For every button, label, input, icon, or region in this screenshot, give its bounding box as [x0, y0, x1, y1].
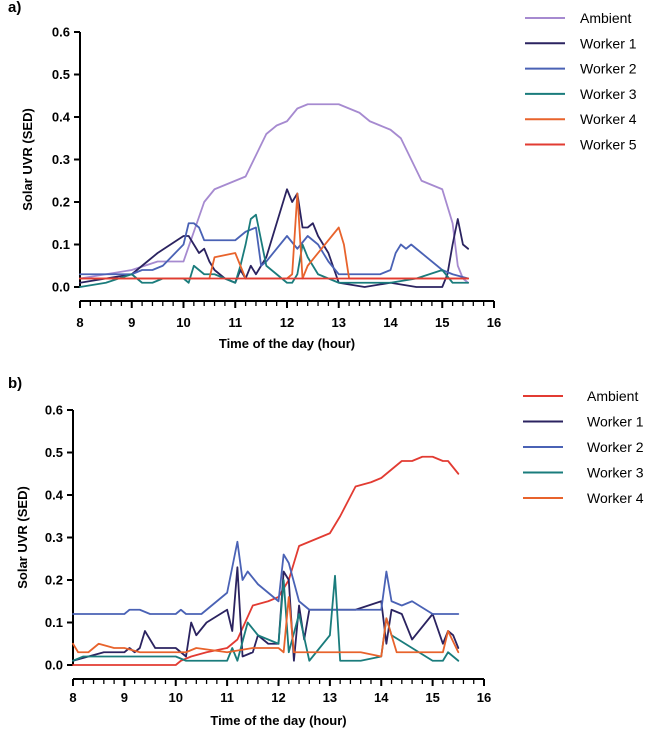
panel-a-x-tick-label: 12	[280, 315, 294, 330]
panel-b-legend-label: Worker 4	[587, 490, 644, 506]
panel-b-x-tick-label: 11	[220, 690, 234, 705]
panel-a-series-line-ambient	[79, 103, 470, 284]
panel-b-x-axis-label: Time of the day (hour)	[210, 713, 346, 728]
panel-b-series-line-worker-2	[72, 540, 460, 615]
panel-b-x-tick-label: 16	[477, 690, 491, 705]
panel-b-legend-label: Worker 2	[587, 439, 644, 455]
panel-b-legend-label: Worker 1	[587, 414, 644, 430]
panel-b-legend-label: Worker 3	[587, 465, 644, 481]
panel-a-legend-label: Worker 3	[580, 86, 637, 102]
panel-a-series-line-worker-3	[79, 213, 470, 288]
panel-b-y-tick-label: 0.6	[45, 403, 63, 418]
panel-a-x-tick-label: 16	[487, 315, 501, 330]
panel-a-legend-label: Worker 5	[580, 137, 637, 153]
panel-a-y-tick-label: 0.1	[52, 237, 70, 252]
panel-a-x-axis-label: Time of the day (hour)	[219, 336, 355, 351]
panel-a-series-line-worker-1	[79, 188, 470, 288]
panel-b-y-tick-label: 0.1	[45, 615, 63, 630]
panel-b-y-tick-label: 0.4	[45, 488, 64, 503]
panel-b-y-axis-label: Solar UVR (SED)	[15, 486, 30, 589]
panel-a-series-line-worker-4	[79, 192, 470, 280]
panel-a-x-tick-label: 11	[228, 315, 242, 330]
panel-a-label: a)	[8, 0, 21, 16]
panel-b: b) 0.0 0.1 0.2 0.3 0.4 0.5 0.6 8 9 10 11 12 13 14 15 16 T…	[8, 375, 644, 728]
panel-a-x-tick-label: 13	[332, 315, 346, 330]
panel-b-legend-label: Ambient	[587, 388, 638, 404]
panel-b-x-tick-label: 13	[323, 690, 337, 705]
panel-a-legend-label: Worker 4	[580, 111, 637, 127]
panel-b-x-tick-label: 10	[169, 690, 183, 705]
panel-a-x-tick-label: 15	[435, 315, 449, 330]
panel-b-x-tick-label: 14	[374, 690, 389, 705]
panel-b-y-tick-label: 0.0	[45, 658, 63, 673]
panel-a-x-tick-label: 14	[383, 315, 398, 330]
panel-a-x-tick-label: 8	[76, 315, 83, 330]
panel-b-series-line-worker-1	[72, 566, 460, 662]
panel-b-y-tick-label: 0.3	[45, 530, 63, 545]
panel-b-label: b)	[8, 375, 22, 392]
panel-b-series-line-worker-4	[72, 596, 460, 658]
panel-b-x-tick-label: 8	[69, 690, 76, 705]
panel-a-y-tick-label: 0.4	[52, 110, 71, 125]
panel-b-x-tick-label: 15	[425, 690, 439, 705]
panel-b-y-tick-label: 0.2	[45, 573, 63, 588]
panel-b-x-tick-label: 9	[121, 690, 128, 705]
panel-b-y-tick-label: 0.5	[45, 445, 63, 460]
panel-a-y-tick-label: 0.3	[52, 152, 70, 167]
panel-a-legend-label: Ambient	[580, 10, 631, 26]
panel-b-x-tick-label: 12	[271, 690, 285, 705]
panel-a-series-line-worker-2	[79, 222, 470, 280]
panel-a-y-tick-label: 0.2	[52, 195, 70, 210]
panel-a-x-tick-label: 9	[128, 315, 135, 330]
panel-a-legend-label: Worker 1	[580, 35, 637, 51]
panel-b-series-line-ambient	[72, 455, 460, 666]
panel-a-y-tick-label: 0.0	[52, 280, 70, 295]
panel-b-series-line-worker-3	[72, 574, 460, 662]
panel-a-x-tick-label: 10	[176, 315, 190, 330]
panel-a-y-axis-label: Solar UVR (SED)	[20, 108, 35, 211]
panel-a-y-tick-label: 0.6	[52, 25, 70, 40]
panel-a-legend-label: Worker 2	[580, 61, 637, 77]
panel-a: a) 0.0 0.1 0.2 0.3 0.4 0.5 0.6 8 9 10 11 12 13 14 15 16 T…	[8, 0, 637, 351]
panel-a-y-tick-label: 0.5	[52, 67, 70, 82]
